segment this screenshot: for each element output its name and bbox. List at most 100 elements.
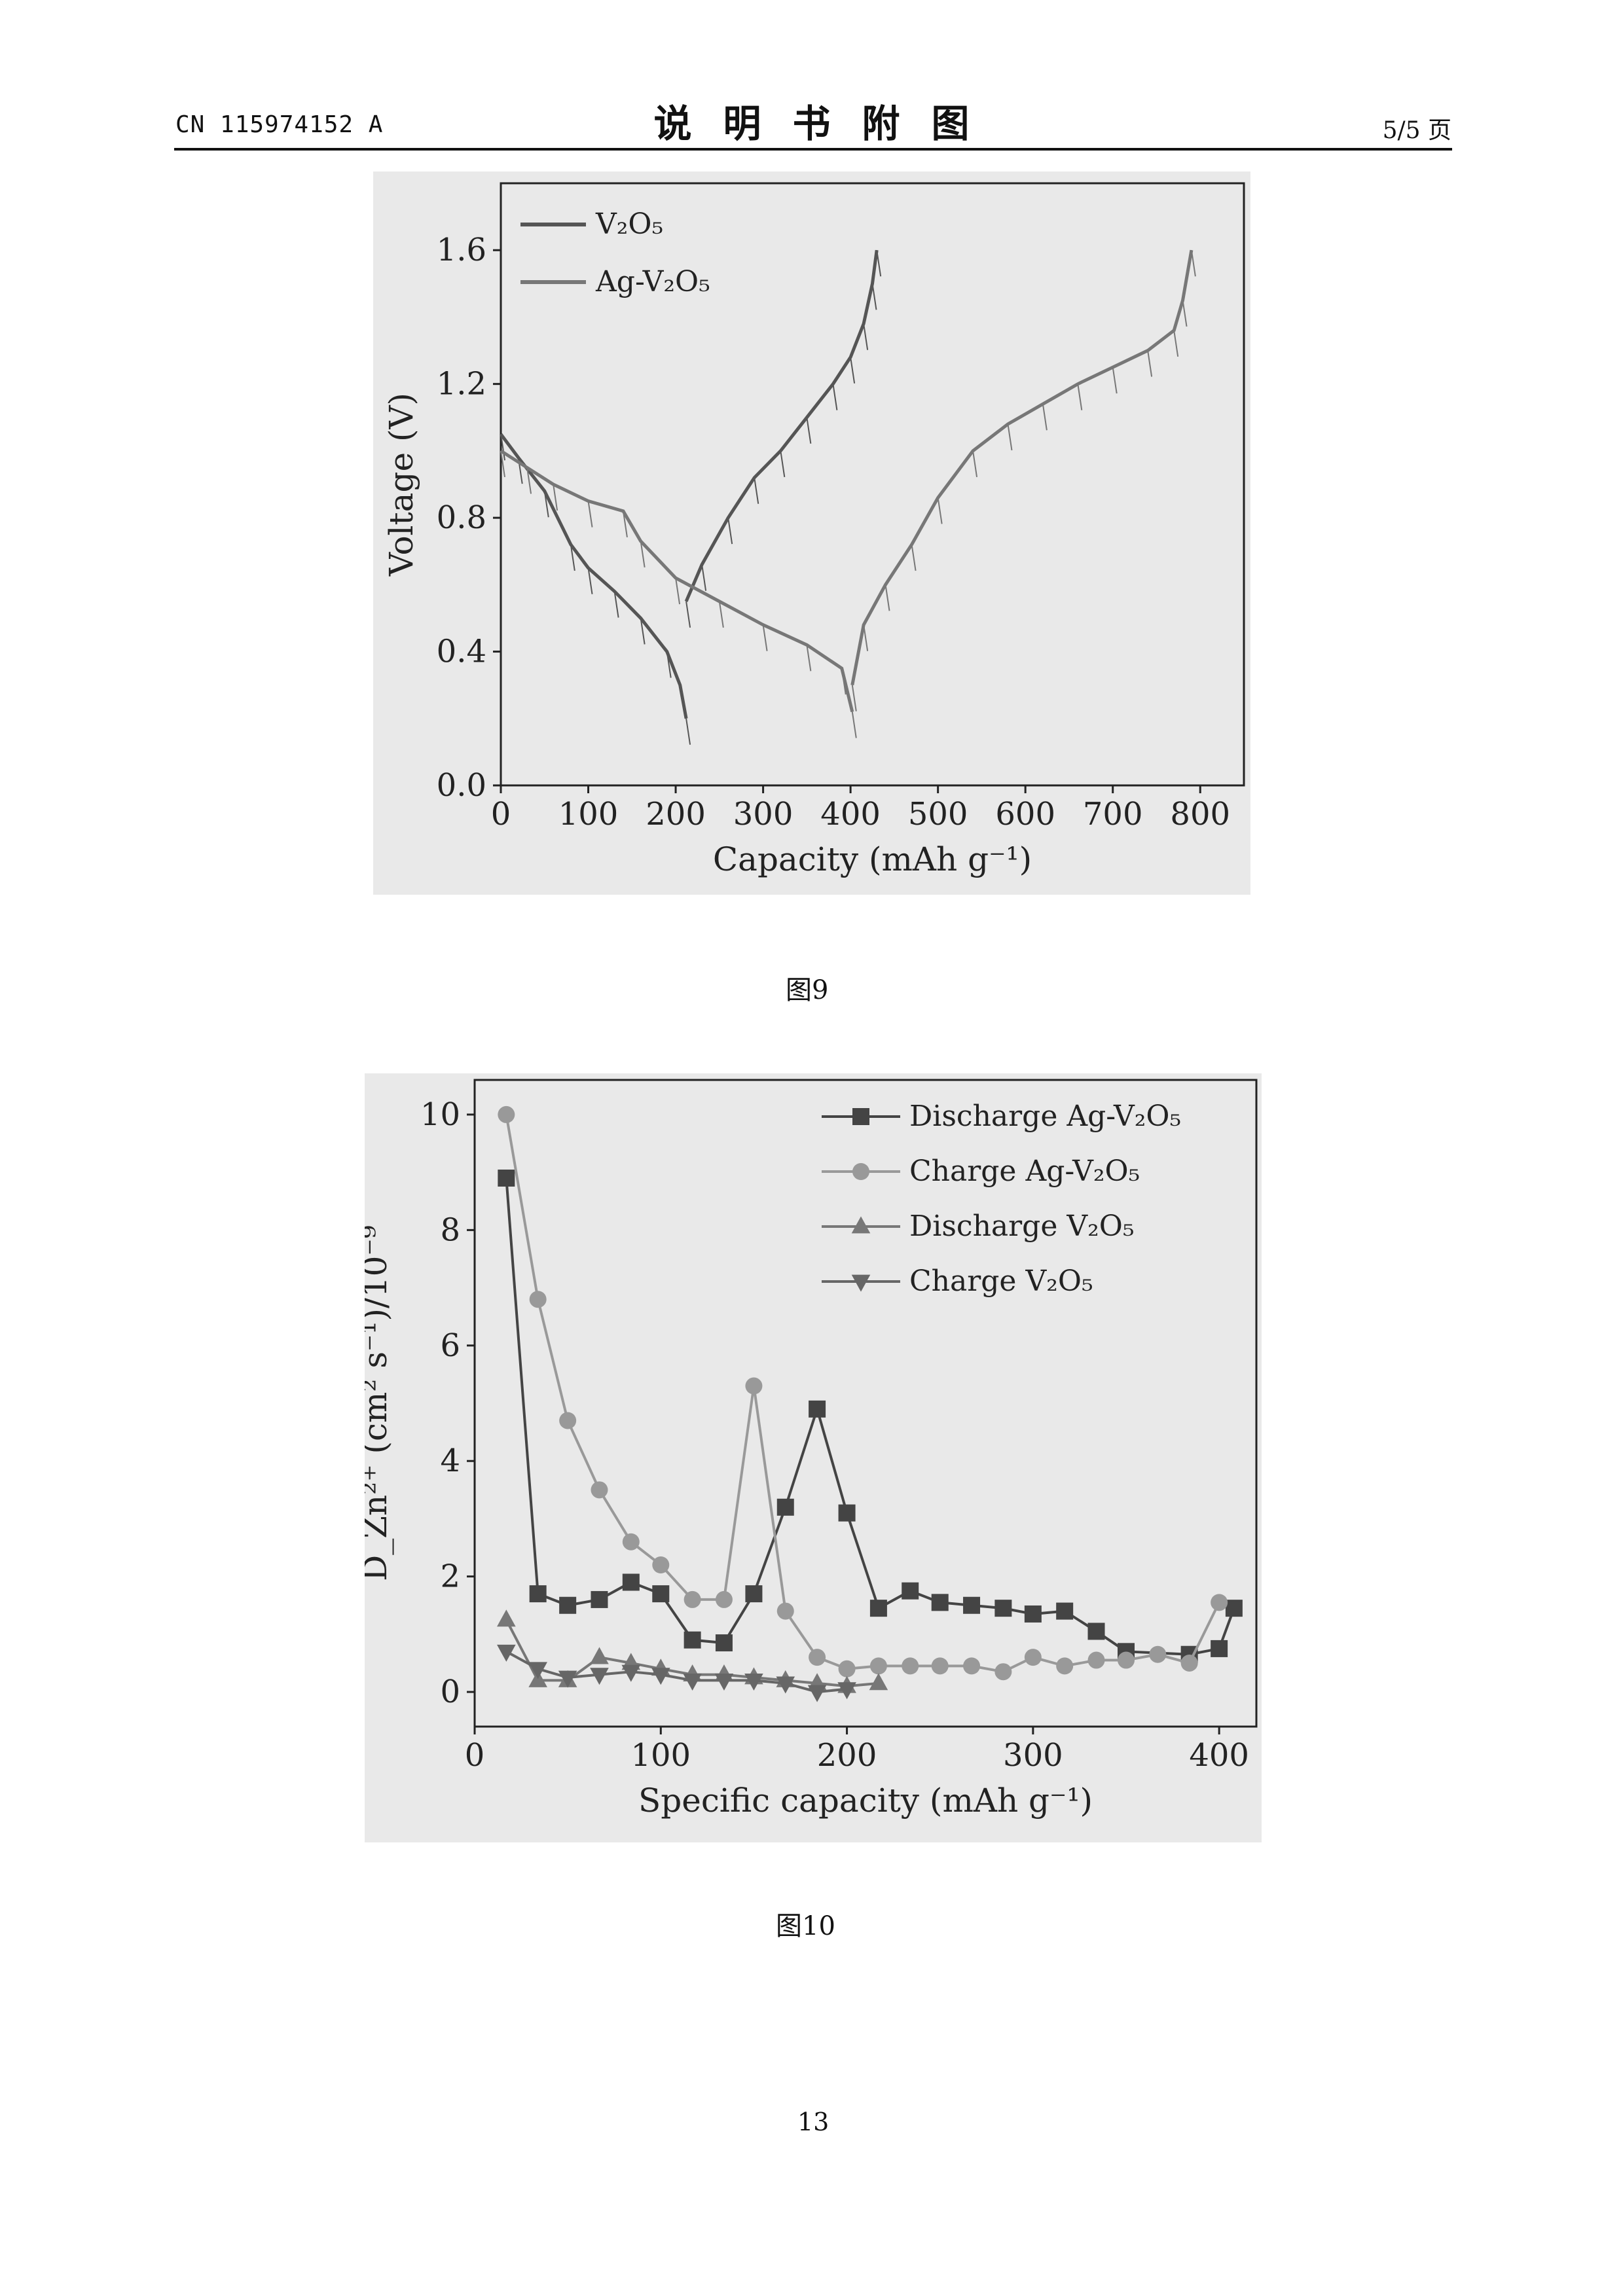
hatch-mark [613,591,619,618]
hatch-mark [851,711,857,738]
data-point [809,1649,826,1666]
data-point [851,1216,871,1234]
hatch-mark [1147,350,1153,377]
data-point [715,1590,733,1608]
data-point [715,1634,733,1652]
data-point [902,1657,919,1675]
figure-9-caption: 图9 [786,975,829,1005]
data-point [776,1498,794,1516]
hatch-mark [679,685,685,711]
x-tick-label: 100 [630,1737,691,1774]
data-point [1087,1651,1105,1669]
data-point [621,1664,641,1682]
hatch-mark [911,544,917,571]
x-tick-label: 600 [995,796,1055,833]
data-point [1024,1649,1042,1666]
y-axis-label: Voltage (V) [382,393,420,577]
hatch-mark [1077,384,1083,410]
data-point [852,1163,869,1180]
y-tick-label: 8 [440,1211,460,1248]
data-point [1180,1654,1198,1672]
data-point [1149,1645,1167,1663]
x-tick-label: 800 [1170,796,1230,833]
x-axis-label: Capacity (mAh g⁻¹) [713,840,1032,878]
legend-label: V₂O₅ [595,207,663,241]
data-point [590,1647,609,1664]
hatch-mark [640,541,646,568]
hatch-mark [526,467,532,494]
data-point [744,1674,763,1691]
series-line [684,249,879,602]
data-point [1225,1600,1243,1617]
hatch-mark [937,497,943,524]
page-number: 13 [797,2108,830,2136]
hatch-mark [972,450,978,478]
chart-9-svg: 0 100 200 300 400 500 600 700 800 0.0 0.4 0.8 1.2 1.6… [382,182,1245,878]
hatch-mark [806,417,812,444]
x-tick-label: 300 [733,796,793,833]
data-point [837,1682,856,1700]
legend-label: Discharge V₂O₅ [909,1210,1135,1243]
hatch-mark [640,618,646,645]
data-point [838,1660,856,1677]
hatch-mark [850,357,856,384]
hatch-mark [762,624,768,651]
data-point [622,1533,640,1551]
data-point [931,1657,949,1675]
data-point [963,1657,981,1675]
x-tick-label: 100 [558,796,619,833]
x-tick-label: 700 [1083,796,1143,833]
hatch-mark [871,283,877,310]
chart-10-svg: 0 100 200 300 400 0 2 4 6 8 10 Specific capacity (m… [365,1079,1258,1820]
hatch-mark [685,601,691,628]
hatch-mark [570,544,575,571]
x-tick-label: 200 [646,796,706,833]
data-point [684,1631,701,1649]
y-axis-label: D_Zn²⁺ (cm² s⁻¹)/10⁻⁹ [365,1225,394,1581]
series-line [850,249,1194,686]
hatch-mark [500,434,505,461]
data-point [498,1105,515,1123]
hatch-mark [701,564,707,591]
hatch-mark [884,584,890,611]
data-point [590,1668,609,1685]
legend-label: Charge V₂O₅ [909,1265,1093,1298]
section-title: 说明书附图 [653,101,1001,146]
data-point [591,1481,608,1499]
hatch-mark [1182,300,1188,327]
hatch-mark [863,323,869,350]
data-point [591,1590,608,1608]
hatch-mark [851,685,857,711]
data-point [776,1602,794,1620]
data-point [1056,1602,1074,1620]
y-tick-label: 0.8 [437,499,486,536]
data-point [963,1596,981,1614]
data-point [1211,1640,1228,1657]
x-tick-label: 0 [491,796,511,833]
data-point [869,1657,887,1675]
hatch-mark [587,501,593,528]
header-rule [174,148,1452,151]
legend-label: Ag-V₂O₅ [595,265,710,298]
hatch-mark [500,450,505,478]
x-tick-label: 500 [908,796,968,833]
hatch-mark [718,601,724,628]
legend-label: Discharge Ag-V₂O₅ [909,1100,1181,1133]
data-point [869,1673,888,1691]
data-point [528,1662,547,1679]
hatch-mark [863,624,869,651]
patent-number: CN 115974152 A [175,111,384,138]
series-line [500,449,854,713]
data-point [931,1594,949,1611]
data-point [622,1573,640,1591]
data-point [652,1556,670,1573]
plot-frame [473,1079,1258,1728]
series-line [505,1177,1235,1656]
x-tick-label: 300 [1003,1737,1063,1774]
data-point [683,1674,702,1691]
data-point [529,1291,547,1308]
y-tick-label: 6 [440,1327,460,1364]
data-point [559,1596,577,1614]
figure-9-voltage-profile: 0 100 200 300 400 500 600 700 800 0.0 0.4 0.8 1.2 1.6… [373,171,1250,895]
hatch-mark [727,517,733,545]
